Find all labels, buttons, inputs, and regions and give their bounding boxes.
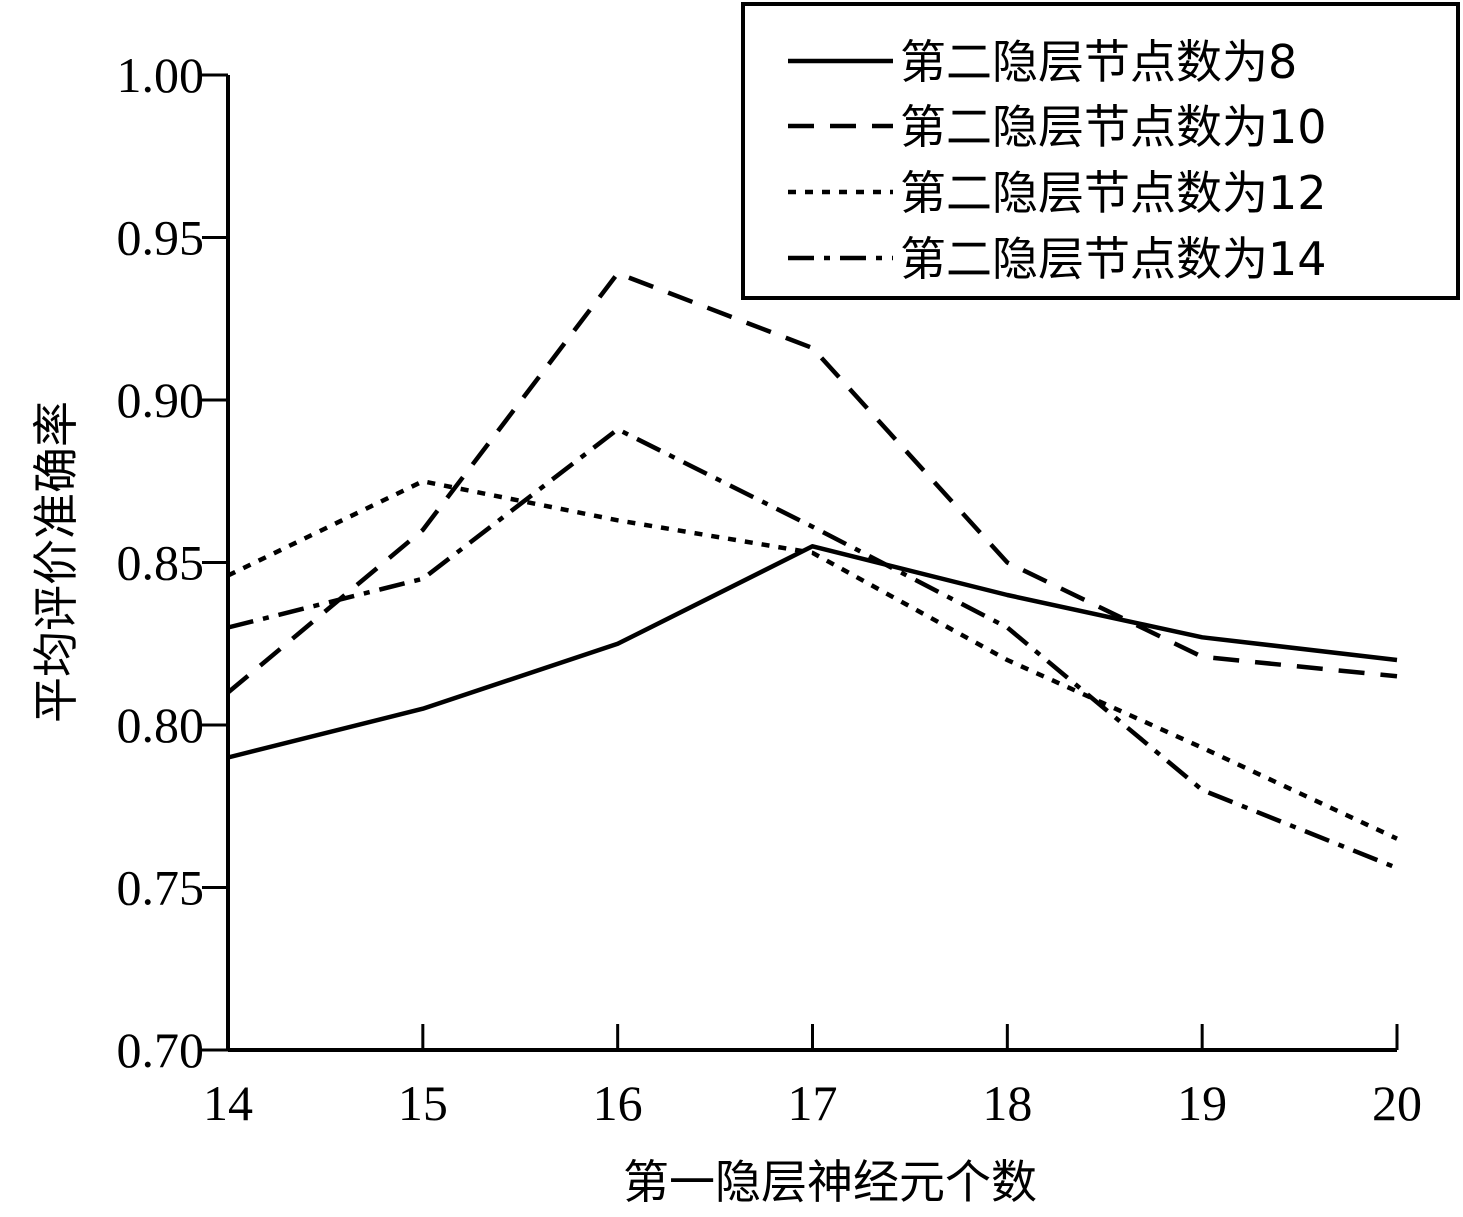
x-tick-label: 20 — [1372, 1075, 1422, 1131]
y-tick-label: 0.80 — [117, 697, 205, 753]
x-axis-title: 第一隐层神经元个数 — [623, 1155, 1037, 1209]
series-line-2 — [226, 271, 1398, 695]
legend: 第二隐层节点数为8 第二隐层节点数为10 第二隐层节点数为12 第二隐层节点数为14 — [741, 2, 1460, 300]
x-tick-label: 19 — [1177, 1075, 1227, 1131]
legend-label-4: 第二隐层节点数为14 — [900, 232, 1327, 286]
y-tick-label: 0.95 — [117, 210, 205, 266]
tick-labels: 0.70 0.75 0.80 0.85 0.90 0.95 1.00 14 15 16 17 18 19… — [117, 47, 1423, 1131]
series-line-4 — [227, 427, 1398, 871]
y-tick-label: 1.00 — [117, 47, 205, 103]
y-tick-label: 0.85 — [117, 535, 205, 591]
series-line-3 — [227, 479, 1398, 841]
x-tick-label: 16 — [593, 1075, 643, 1131]
y-tick-label: 0.70 — [117, 1022, 205, 1078]
y-tick-label: 0.90 — [117, 372, 205, 428]
legend-box — [741, 2, 1460, 300]
x-tick-label: 15 — [398, 1075, 448, 1131]
legend-label-3: 第二隐层节点数为12 — [900, 166, 1327, 220]
x-tick-label: 14 — [203, 1075, 253, 1131]
x-tick-label: 17 — [788, 1075, 838, 1131]
x-tick-label: 18 — [982, 1075, 1032, 1131]
legend-label-1: 第二隐层节点数为8 — [900, 35, 1297, 89]
y-axis-title: 平均评价准确率 — [29, 401, 83, 723]
y-tick-label: 0.75 — [117, 860, 205, 916]
legend-label-2: 第二隐层节点数为10 — [900, 100, 1327, 154]
series-layer — [226, 271, 1398, 871]
series-line-1 — [227, 544, 1398, 760]
plot-axes — [202, 73, 1399, 1052]
